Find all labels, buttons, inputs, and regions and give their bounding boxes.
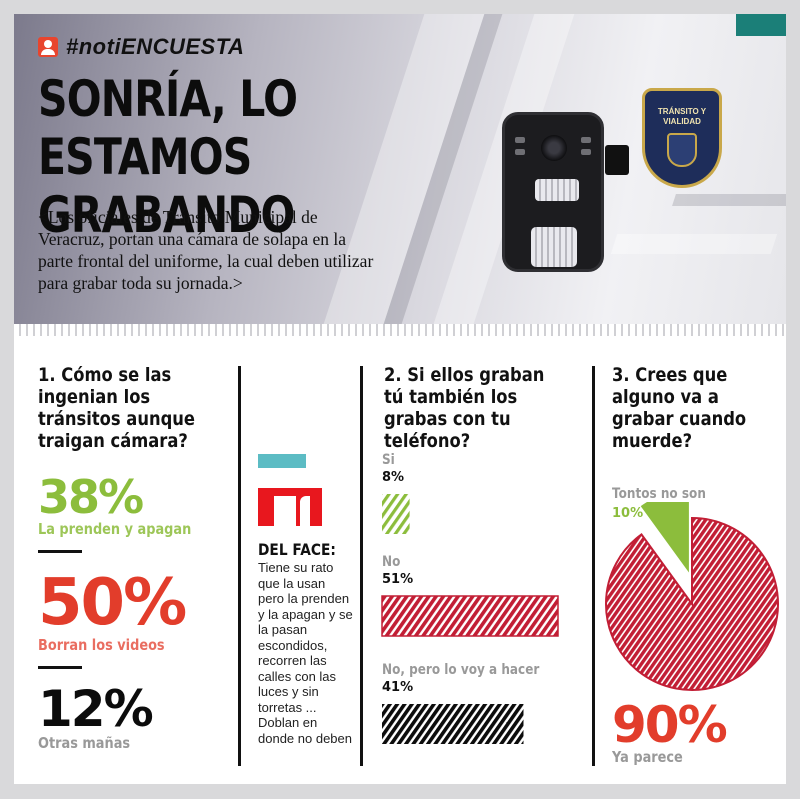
bar-category-label: Si <box>382 452 395 468</box>
column-separator <box>238 366 241 766</box>
intro-text: <Los oficiales de Tránsito Municipal de … <box>38 207 374 293</box>
hashtag-tag: #notiENCUESTA <box>38 34 244 60</box>
facebook-accent-bar <box>258 454 306 468</box>
bar-category-label: No, pero lo voy a hacer <box>382 662 540 678</box>
question-2: 2. Si ellos graban tú también los grabas… <box>384 364 545 452</box>
transit-badge-image: TRÁNSITO Y VIALIDAD <box>642 88 722 188</box>
pie-chart <box>605 502 779 691</box>
question-1: 1. Cómo se las ingenian los tránsitos au… <box>38 364 196 452</box>
divider <box>14 324 786 336</box>
user-icon <box>38 37 58 57</box>
bar-category-label: No <box>382 554 401 570</box>
facebook-title: DEL FACE: <box>258 540 336 559</box>
hashtag: #notiENCUESTA <box>66 34 245 59</box>
camera-lens <box>541 135 567 161</box>
corner-strip <box>736 14 786 36</box>
bar-value-label: 51% <box>382 572 414 587</box>
stat-50-value: 50% <box>38 566 187 640</box>
rule <box>38 666 82 669</box>
stat-12-value: 12% <box>38 680 154 738</box>
bar <box>382 704 524 744</box>
pie-slice-value-green: 10% <box>612 506 644 521</box>
pie-slice <box>640 502 689 573</box>
stat-12-label: Otras mañas <box>38 734 131 752</box>
pie-label-red: Ya parece <box>612 748 683 766</box>
column-separator <box>360 366 363 766</box>
body-camera-image <box>502 112 629 272</box>
question-3: 3. Crees que alguno va a grabar cuando m… <box>612 364 747 452</box>
rule <box>38 550 82 553</box>
header-photo: TRÁNSITO Y VIALIDAD #notiENCUESTA SONRÍA… <box>14 14 786 324</box>
pie-value-red: 90% <box>612 696 728 754</box>
bar <box>382 494 410 534</box>
bar-value-label: 8% <box>382 470 405 485</box>
facebook-comment: Tiene su rato que la usan pero la prende… <box>258 560 353 746</box>
stat-50-label: Borran los videos <box>38 636 165 654</box>
pie-slice <box>605 516 779 691</box>
facebook-icon <box>258 488 322 526</box>
column-separator <box>592 366 595 766</box>
pie-slice-label-green: Tontos no son <box>612 486 706 502</box>
bar <box>381 595 559 637</box>
infographic: TRÁNSITO Y VIALIDAD #notiENCUESTA SONRÍA… <box>14 14 786 784</box>
headline: SONRÍA, LO ESTAMOS GRABANDO <box>38 70 298 244</box>
stat-38-label: La prenden y apagan <box>38 520 192 538</box>
stat-38-value: 38% <box>38 470 144 524</box>
bar-value-label: 41% <box>382 680 414 695</box>
